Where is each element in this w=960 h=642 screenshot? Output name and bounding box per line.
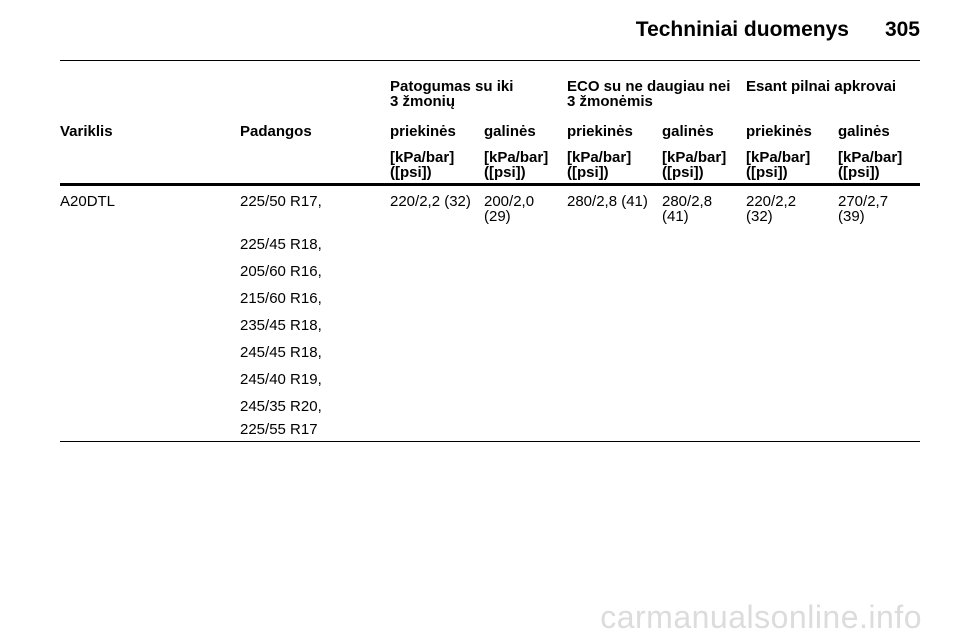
group-header-full-load: Esant pilnai apkrovai xyxy=(746,78,897,95)
watermark: carmanualsonline.info xyxy=(600,599,922,635)
column-header-tires: Padangos xyxy=(240,123,312,140)
unit-label: [kPa/bar] ([psi]) xyxy=(662,149,727,181)
section-title: Techniniai duomenys xyxy=(635,18,849,41)
unit-label: [kPa/bar] ([psi]) xyxy=(484,149,549,181)
unit-label: [kPa/bar] ([psi]) xyxy=(838,149,903,181)
pressure-full-rear: 270/2,7 (39) xyxy=(838,193,889,225)
group-header-comfort: Patogumas su iki 3 žmonių xyxy=(390,78,514,110)
group-header-eco: ECO su ne daugiau nei 3 žmonėmis xyxy=(567,78,731,110)
tire-size: 245/40 R19, xyxy=(240,371,322,388)
unit-label: [kPa/bar] ([psi]) xyxy=(567,149,632,181)
tire-size: 225/45 R18, xyxy=(240,236,322,253)
column-header-rear: galinės xyxy=(484,123,536,140)
column-header-front: priekinės xyxy=(567,123,633,140)
top-rule xyxy=(60,60,920,61)
pressure-comfort-front: 220/2,2 (32) xyxy=(390,193,471,210)
tire-size: 225/50 R17, xyxy=(240,193,322,210)
header-rule xyxy=(60,183,920,186)
bottom-rule xyxy=(60,441,920,442)
page-number: 305 xyxy=(884,18,920,41)
tire-size: 245/45 R18, xyxy=(240,344,322,361)
tire-size: 205/60 R16, xyxy=(240,263,322,280)
pressure-eco-front: 280/2,8 (41) xyxy=(567,193,648,210)
column-header-engine: Variklis xyxy=(60,123,113,140)
unit-label: [kPa/bar] ([psi]) xyxy=(390,149,455,181)
pressure-eco-rear: 280/2,8 (41) xyxy=(662,193,713,225)
tire-size: 235/45 R18, xyxy=(240,317,322,334)
tire-size: 215/60 R16, xyxy=(240,290,322,307)
column-header-rear: galinės xyxy=(838,123,890,140)
pressure-full-front: 220/2,2 (32) xyxy=(746,193,797,225)
pressure-comfort-rear: 200/2,0 (29) xyxy=(484,193,535,225)
engine-cell: A20DTL xyxy=(60,193,116,210)
column-header-front: priekinės xyxy=(390,123,456,140)
column-header-rear: galinės xyxy=(662,123,714,140)
unit-label: [kPa/bar] ([psi]) xyxy=(746,149,811,181)
tire-size: 245/35 R20, xyxy=(240,398,322,415)
column-header-front: priekinės xyxy=(746,123,812,140)
tire-size: 225/55 R17 xyxy=(240,421,318,438)
page-header: Techniniai duomenys 305 xyxy=(636,18,920,42)
